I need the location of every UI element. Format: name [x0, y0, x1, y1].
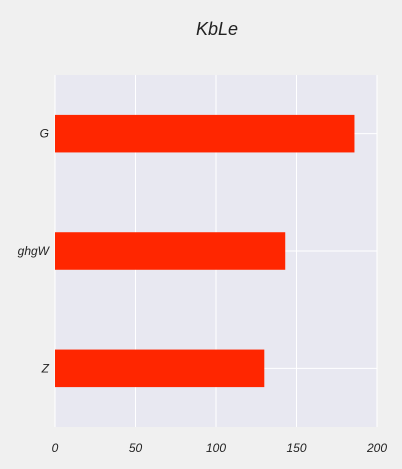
bars [55, 114, 355, 388]
x-tick-label: 200 [366, 441, 387, 455]
x-axis-ticks: 0 50 100 150 200 [52, 441, 388, 455]
chart-title: KbLe [196, 19, 238, 39]
x-tick-label: 100 [206, 441, 226, 455]
y-tick-label: ghgW [18, 244, 51, 258]
y-tick-label: Z [41, 361, 50, 375]
bar-Z [55, 349, 265, 388]
bar-ghgW [55, 232, 286, 270]
x-tick-label: 150 [286, 441, 306, 455]
y-tick-label: G [40, 127, 49, 141]
x-tick-label: 50 [129, 441, 143, 455]
x-tick-label: 0 [52, 441, 59, 455]
bar-G [55, 114, 355, 153]
